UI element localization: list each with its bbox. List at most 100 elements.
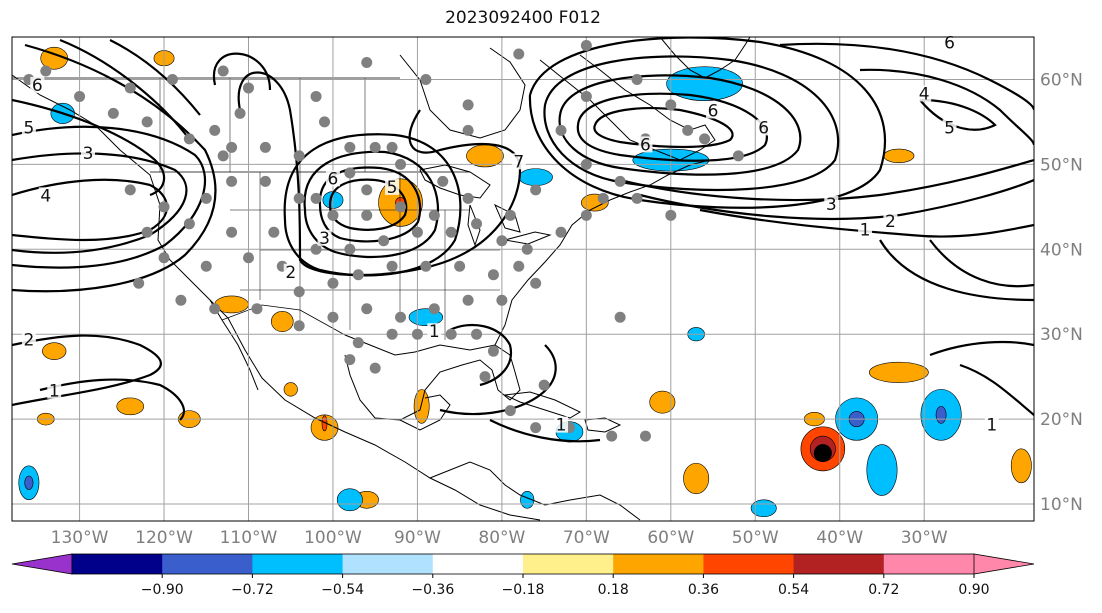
contour-line — [779, 42, 1034, 111]
station-dot — [74, 90, 86, 102]
contour-line — [59, 38, 191, 141]
contour-label-bg — [427, 323, 442, 340]
longitude-tick-label: 130°W — [51, 528, 109, 548]
shaded-region — [1010, 448, 1032, 484]
station-dot — [378, 235, 390, 247]
colorbar-over-triangle — [973, 553, 1035, 575]
station-dot — [606, 430, 618, 442]
storm-marker — [813, 444, 832, 463]
shaded-region — [935, 406, 947, 424]
contour-label-bg — [21, 331, 36, 348]
contour-label: 1 — [860, 220, 871, 240]
contour-label: 1 — [986, 416, 997, 436]
contour-line — [543, 55, 840, 192]
longitude-tick-label: 70°W — [563, 528, 610, 548]
station-dot — [530, 277, 542, 289]
colorbar-tick-label: 0.90 — [958, 582, 989, 598]
station-dot — [462, 294, 474, 306]
station-dot — [487, 345, 499, 357]
latitude-tick-label: 30°N — [1040, 325, 1083, 345]
contour-label-bg — [756, 119, 771, 136]
contour-label-bg — [283, 263, 298, 280]
contour-label-bg — [917, 85, 932, 102]
contour-line — [212, 52, 272, 91]
station-dot — [209, 124, 221, 136]
contour-label-bg — [942, 34, 957, 51]
station-dot — [242, 82, 254, 94]
coastline-baja — [209, 299, 259, 391]
station-dot — [107, 107, 119, 119]
station-dot — [454, 260, 466, 272]
station-dot — [251, 303, 263, 315]
contour-line — [12, 98, 166, 197]
latitude-tick-label: 10°N — [1040, 495, 1083, 515]
station-dot — [226, 226, 238, 238]
station-dot — [445, 328, 457, 340]
colorbar-segment — [342, 554, 434, 574]
longitude-tick-label: 100°W — [304, 528, 362, 548]
station-dot — [124, 184, 136, 196]
contour-label-bg — [325, 170, 340, 187]
island-hispaniola — [584, 417, 622, 433]
contour-line — [619, 158, 1034, 202]
coastline-atlantic — [494, 159, 711, 346]
contour-label-bg — [81, 144, 96, 161]
station-dot — [496, 235, 508, 247]
contour-label: 1 — [429, 322, 440, 342]
station-dot — [217, 150, 229, 162]
contour-label: 6 — [328, 169, 339, 189]
station-dot — [293, 286, 305, 298]
longitude-tick-label: 30°W — [901, 528, 948, 548]
contour-label: 6 — [944, 33, 955, 53]
shaded-region — [666, 66, 743, 101]
station-dot — [631, 73, 643, 85]
station-dot — [327, 277, 339, 289]
shaded-region — [649, 390, 676, 414]
station-dot — [293, 192, 305, 204]
longitude-tick-label: 50°W — [732, 528, 779, 548]
longitude-tick-label: 90°W — [394, 528, 441, 548]
contour-label: 4 — [919, 84, 930, 104]
colorbar-under-triangle — [11, 553, 73, 575]
contour-line — [328, 178, 408, 231]
shaded-region — [24, 475, 34, 490]
contour-line — [593, 107, 734, 149]
storm-center-marker — [813, 444, 832, 463]
station-dot — [124, 82, 136, 94]
colorbar-tick-label: 0.18 — [598, 582, 629, 598]
station-dot — [420, 73, 432, 85]
shaded-region — [466, 144, 504, 168]
station-dot — [504, 405, 516, 417]
contour-label-bg — [385, 178, 400, 195]
latitude-tick-label: 40°N — [1040, 240, 1083, 260]
contour-line — [439, 344, 557, 416]
station-dot — [639, 430, 651, 442]
colorbar-segment — [793, 554, 885, 574]
contour-label-bg — [47, 382, 62, 399]
coastline-greenland — [659, 37, 751, 79]
contour-label-bg — [883, 212, 898, 229]
colorbar-segment — [252, 554, 344, 574]
longitude-tick-label: 120°W — [135, 528, 193, 548]
station-dot — [327, 311, 339, 323]
station-dot — [234, 107, 246, 119]
coastline-central-america — [429, 461, 641, 521]
station-dot — [217, 65, 229, 77]
station-dot — [361, 209, 373, 221]
contour-label: 3 — [826, 195, 837, 215]
colorbar-segment — [703, 554, 795, 574]
colorbar-segment — [432, 554, 524, 574]
shaded-region — [413, 389, 430, 424]
station-dot — [175, 294, 187, 306]
shaded-region — [683, 462, 710, 495]
station-dot — [200, 260, 212, 272]
contour-line — [699, 208, 1034, 238]
station-dot — [462, 99, 474, 111]
coastline-yucatan — [399, 394, 451, 431]
stations — [23, 39, 744, 442]
contour-label: 5 — [387, 178, 398, 198]
contour-label: 1 — [556, 416, 567, 436]
station-dot — [395, 201, 407, 213]
great-lakes-superior — [419, 164, 491, 199]
